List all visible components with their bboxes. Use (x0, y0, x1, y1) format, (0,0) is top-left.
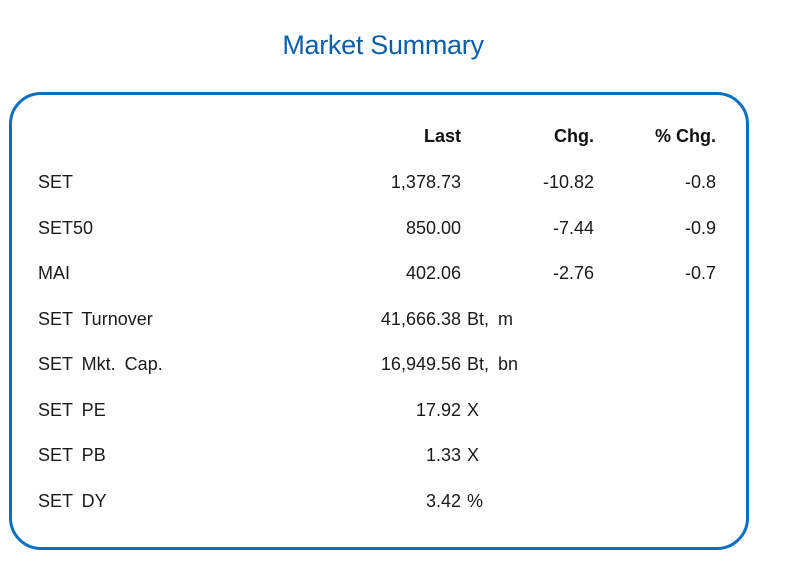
row-value-set50-last: 850.00 (405, 218, 461, 238)
row-value-set-pe: 17.92 (415, 400, 461, 420)
row-label-set-pe: SET PE (38, 400, 106, 420)
row-value-set-turnover: 41,666.38 (380, 309, 461, 329)
row-unit-set-dy: % (467, 491, 484, 511)
row-value-set-chg: -10.82 (542, 172, 594, 192)
row-value-mai-last: 402.06 (405, 263, 461, 283)
page-title: Market Summary (282, 30, 484, 60)
row-value-set50-pct-chg: -0.9 (684, 218, 716, 238)
row-label-set: SET (38, 172, 74, 192)
column-header-chg: Chg. (554, 126, 594, 146)
row-value-set-pct-chg: -0.8 (684, 172, 716, 192)
row-value-set-dy: 3.42 (425, 491, 461, 511)
row-value-set-pb: 1.33 (425, 445, 461, 465)
row-value-set50-chg: -7.44 (552, 218, 594, 238)
row-label-mai: MAI (38, 263, 71, 283)
market-summary-panel (9, 92, 749, 550)
column-header-pct-chg: % Chg. (655, 126, 716, 146)
row-label-set-pb: SET PB (38, 445, 106, 465)
row-label-set-dy: SET DY (38, 491, 107, 511)
row-value-mai-chg: -2.76 (552, 263, 594, 283)
row-unit-set-pb: X (467, 445, 480, 465)
row-label-set-mkt-cap: SET Mkt. Cap. (38, 354, 163, 374)
row-unit-set-turnover: Bt, m (467, 309, 514, 329)
row-value-set-last: 1,378.73 (390, 172, 461, 192)
column-header-last: Last (423, 126, 461, 146)
row-label-set50: SET50 (38, 218, 94, 238)
row-label-set-turnover: SET Turnover (38, 309, 153, 329)
row-unit-set-pe: X (467, 400, 480, 420)
row-unit-set-mkt-cap: Bt, bn (467, 354, 519, 374)
row-value-mai-pct-chg: -0.7 (684, 263, 716, 283)
row-value-set-mkt-cap: 16,949.56 (380, 354, 461, 374)
